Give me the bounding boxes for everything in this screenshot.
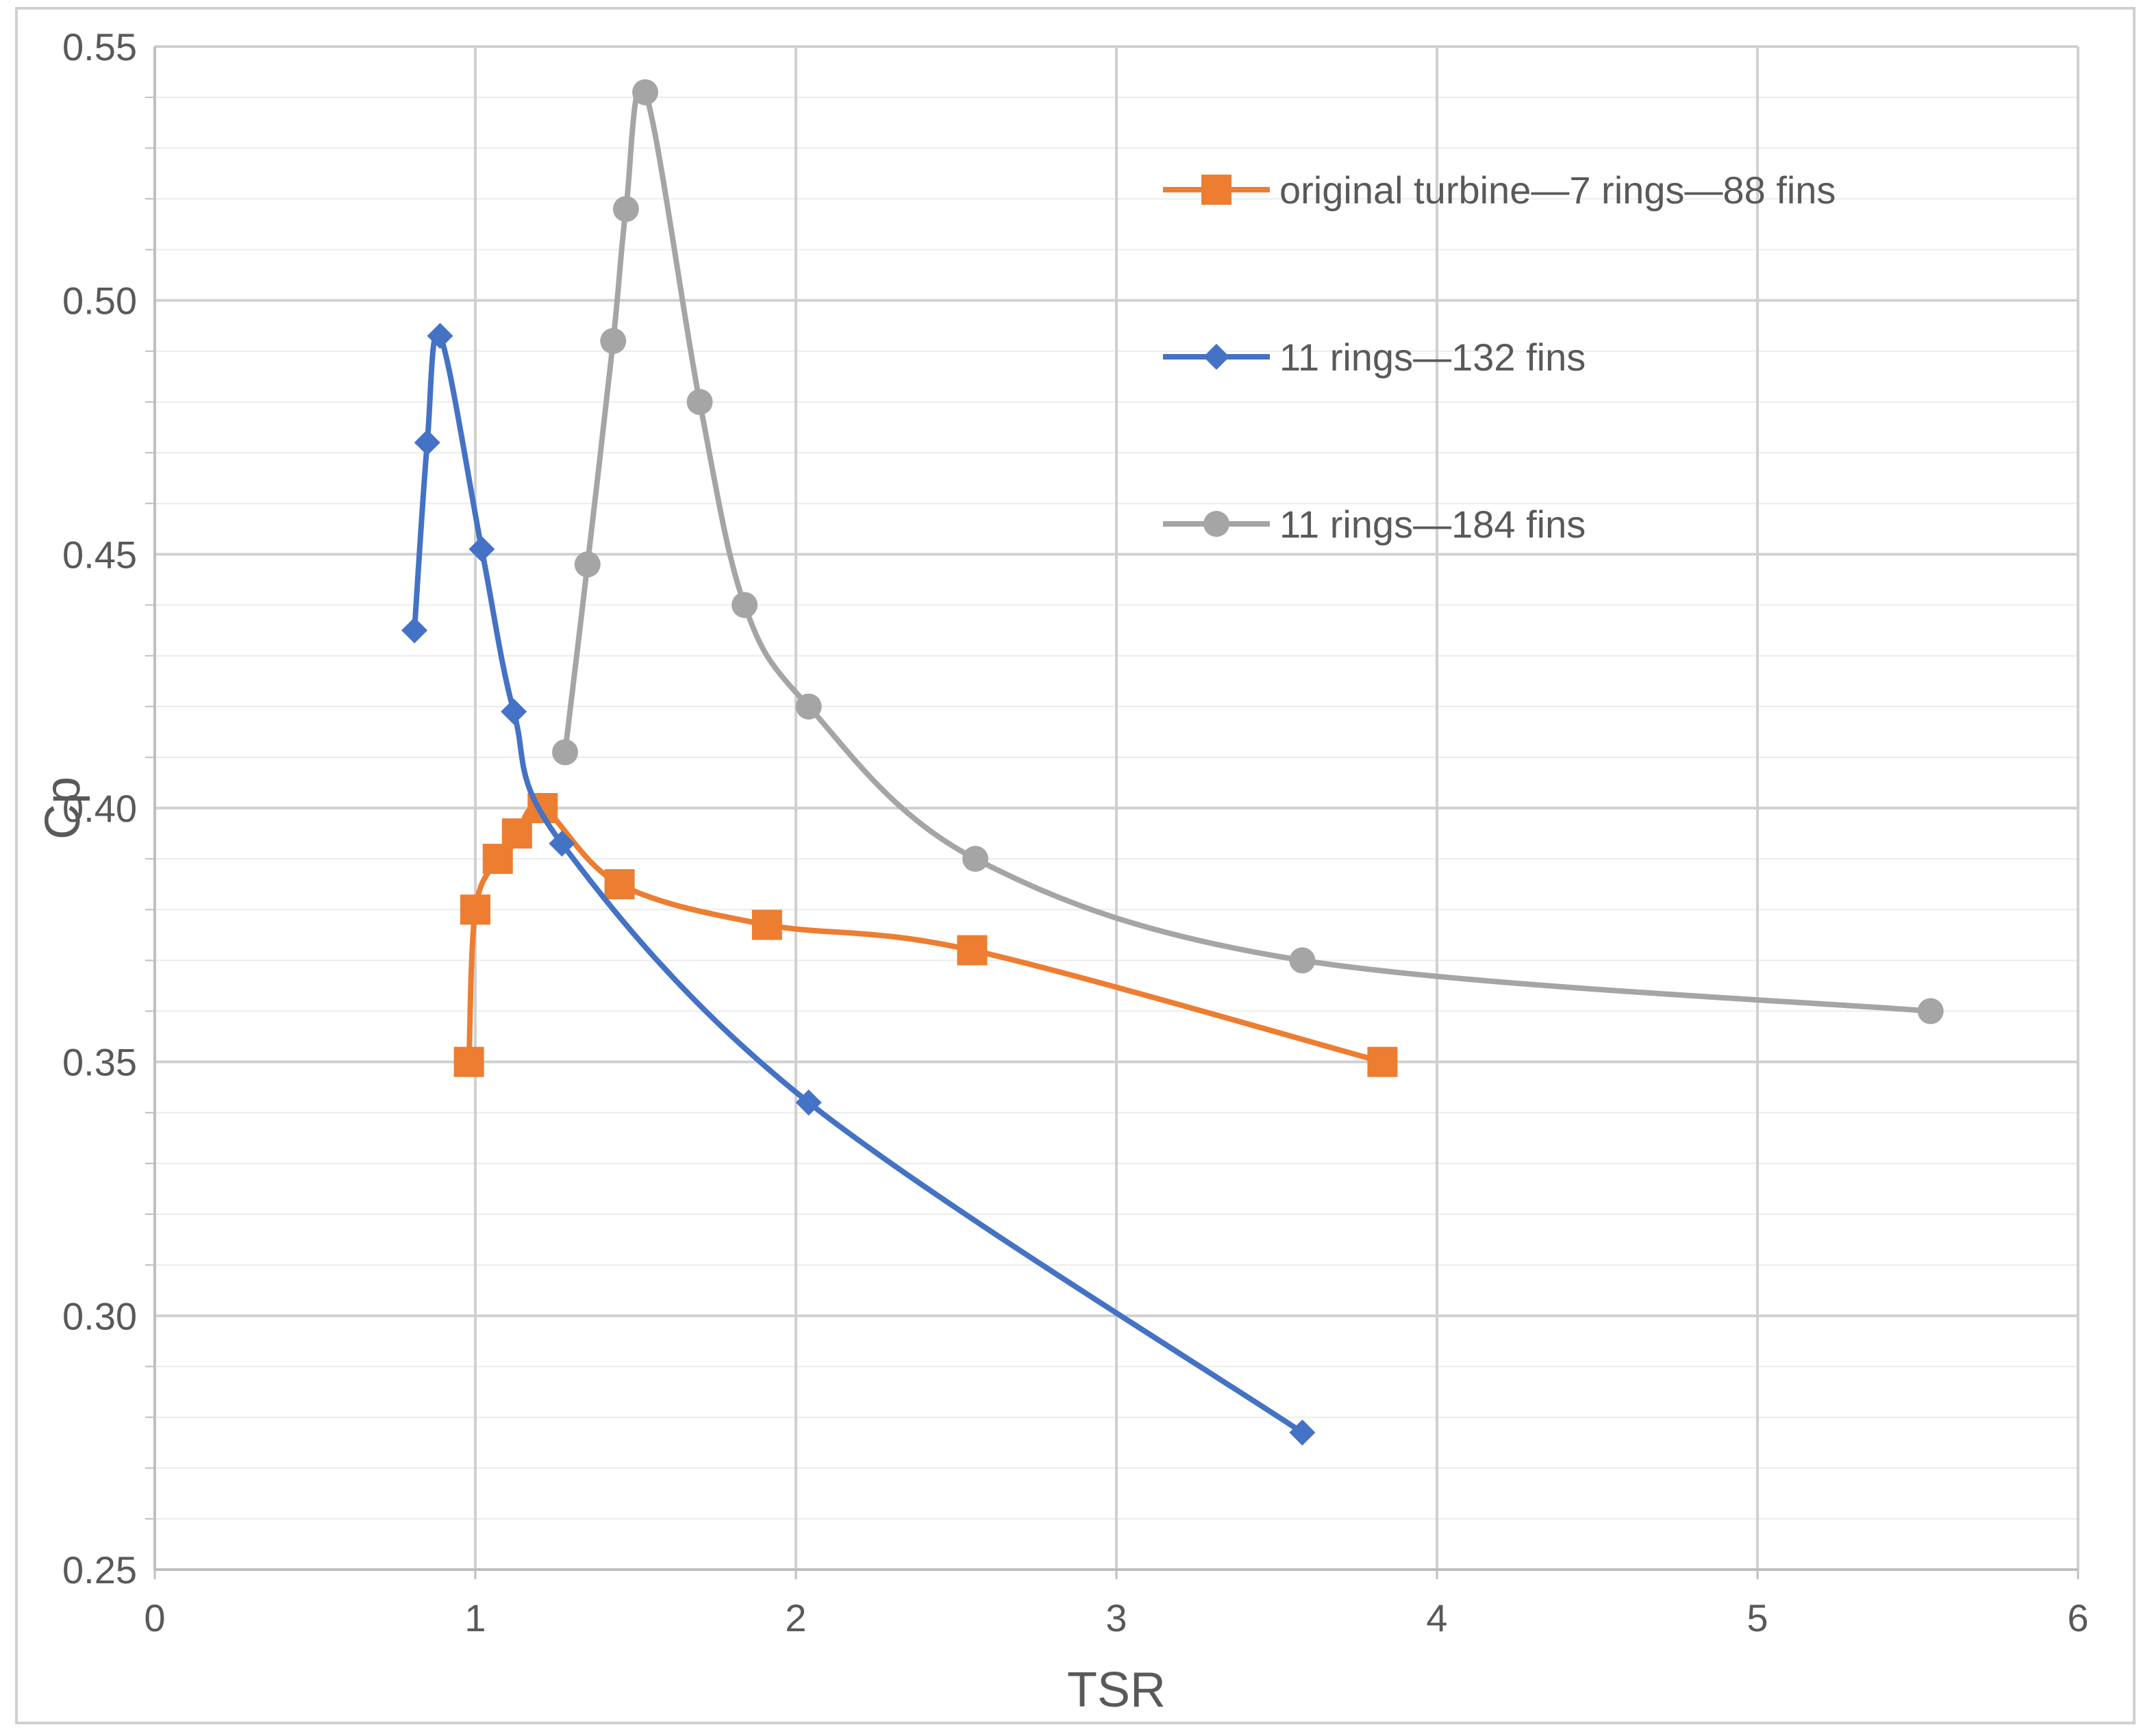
legend-label: 11 rings—184 fins (1279, 503, 1586, 546)
data-point-circle (795, 693, 822, 720)
x-tick-label: 2 (785, 1596, 806, 1639)
axes: 0.25 0.30 0.35 0.40 0.45 0.50 0.55 0 1 2 3 4 5 6 (62, 25, 2089, 1639)
y-axis-title: Cp (36, 777, 90, 840)
data-point-circle (1917, 998, 1944, 1024)
series-3 (552, 79, 1944, 1024)
y-tick-label: 0.35 (62, 1041, 137, 1084)
y-tick-label: 0.45 (62, 533, 137, 576)
y-tick-label: 0.55 (62, 25, 137, 68)
data-point-diamond (414, 429, 440, 456)
data-point-diamond (427, 323, 453, 349)
data-point-circle (962, 846, 989, 872)
data-point-diamond (795, 1089, 822, 1116)
legend-item: 11 rings—132 fins (1163, 336, 1586, 379)
legend: original turbine—7 rings—88 fins 11 rings… (1163, 168, 1836, 546)
legend-marker (1203, 344, 1229, 370)
x-axis-title: TSR (1067, 1663, 1166, 1718)
data-point-circle (1289, 947, 1316, 974)
data-point-square (1367, 1046, 1398, 1077)
series-line (562, 84, 1931, 1014)
data-point-circle (612, 196, 639, 223)
data-point-square (751, 909, 782, 940)
y-tick-label: 0.50 (62, 279, 137, 323)
data-point-square (482, 844, 513, 875)
y-tick-label: 0.30 (62, 1294, 137, 1337)
x-tick-label: 5 (1747, 1596, 1768, 1639)
x-tick-label: 1 (464, 1596, 486, 1639)
series-layer (401, 79, 1944, 1446)
data-point-circle (574, 551, 601, 578)
y-tick-label: 0.40 (62, 787, 137, 830)
chart-frame: 0.25 0.30 0.35 0.40 0.45 0.50 0.55 0 1 2 3 4 5 6 orig… (15, 7, 2136, 1724)
data-point-diamond (401, 617, 428, 644)
data-point-square (957, 935, 988, 966)
data-point-circle (552, 739, 579, 766)
legend-item: 11 rings—184 fins (1163, 503, 1586, 546)
legend-label: 11 rings—132 fins (1279, 336, 1586, 379)
data-point-square (453, 1046, 484, 1077)
data-point-square (460, 894, 490, 925)
x-tick-label: 4 (1426, 1596, 1447, 1639)
line-chart: 0.25 0.30 0.35 0.40 0.45 0.50 0.55 0 1 2 3 4 5 6 orig… (36, 25, 2089, 1718)
data-point-diamond (549, 830, 575, 857)
data-point-circle (632, 79, 659, 105)
series-1 (453, 793, 1398, 1077)
legend-item: original turbine—7 rings—88 fins (1163, 168, 1836, 212)
data-point-square (604, 869, 635, 900)
data-point-square (501, 818, 532, 849)
grid (145, 45, 2079, 1579)
data-point-circle (600, 327, 627, 354)
series-line (412, 331, 1304, 1435)
data-point-diamond (501, 699, 527, 725)
x-tick-label: 6 (2067, 1596, 2088, 1639)
series-line (466, 803, 1384, 1065)
legend-marker (1201, 175, 1231, 205)
x-tick-label: 3 (1105, 1596, 1127, 1639)
x-tick-label: 0 (144, 1596, 165, 1639)
legend-label: original turbine—7 rings—88 fins (1279, 168, 1836, 212)
data-point-circle (686, 388, 713, 415)
series-2 (401, 323, 1316, 1446)
y-tick-label: 0.25 (62, 1548, 137, 1592)
data-point-circle (731, 592, 758, 618)
data-point-diamond (468, 536, 495, 562)
data-point-diamond (1289, 1419, 1316, 1446)
legend-marker (1203, 511, 1229, 537)
